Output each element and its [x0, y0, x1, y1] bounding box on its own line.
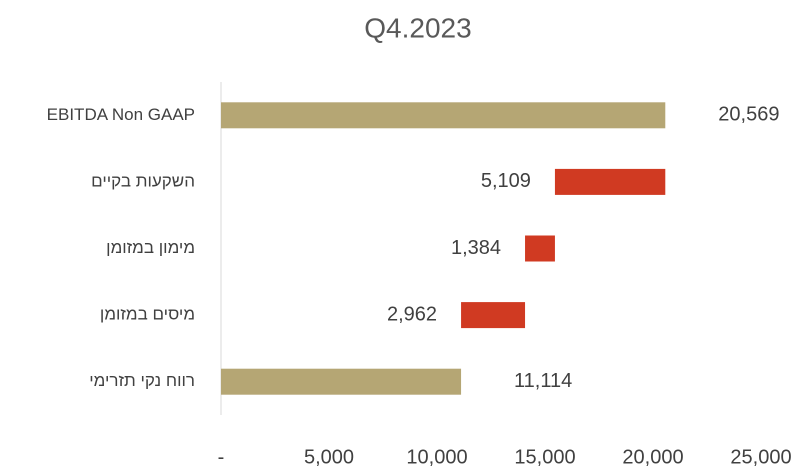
x-tick-label: 15,000	[514, 446, 575, 468]
bar	[221, 102, 666, 129]
bar	[525, 235, 555, 262]
category-label: EBITDA Non GAAP	[47, 105, 195, 124]
value-label: 11,114	[514, 370, 572, 392]
x-tick-label: 10,000	[406, 446, 467, 468]
value-label: 5,109	[481, 170, 531, 192]
category-label: רווח נקי תזרימי	[89, 371, 195, 390]
x-tick-label: -	[218, 446, 225, 468]
value-label: 1,384	[451, 237, 501, 259]
category-label: השקעות בקיים	[91, 171, 195, 190]
category-label: מימון במזומן	[106, 238, 195, 257]
value-label: 20,569	[718, 104, 779, 126]
bar	[461, 302, 526, 329]
chart-title: Q4.2023	[364, 12, 471, 43]
category-label: מיסים במזומן	[100, 305, 195, 324]
x-tick-label: 25,000	[730, 446, 791, 468]
x-tick-label: 5,000	[304, 446, 354, 468]
value-label: 2,962	[387, 303, 437, 325]
x-tick-label: 20,000	[622, 446, 683, 468]
bar	[554, 168, 666, 195]
bar	[221, 368, 462, 395]
